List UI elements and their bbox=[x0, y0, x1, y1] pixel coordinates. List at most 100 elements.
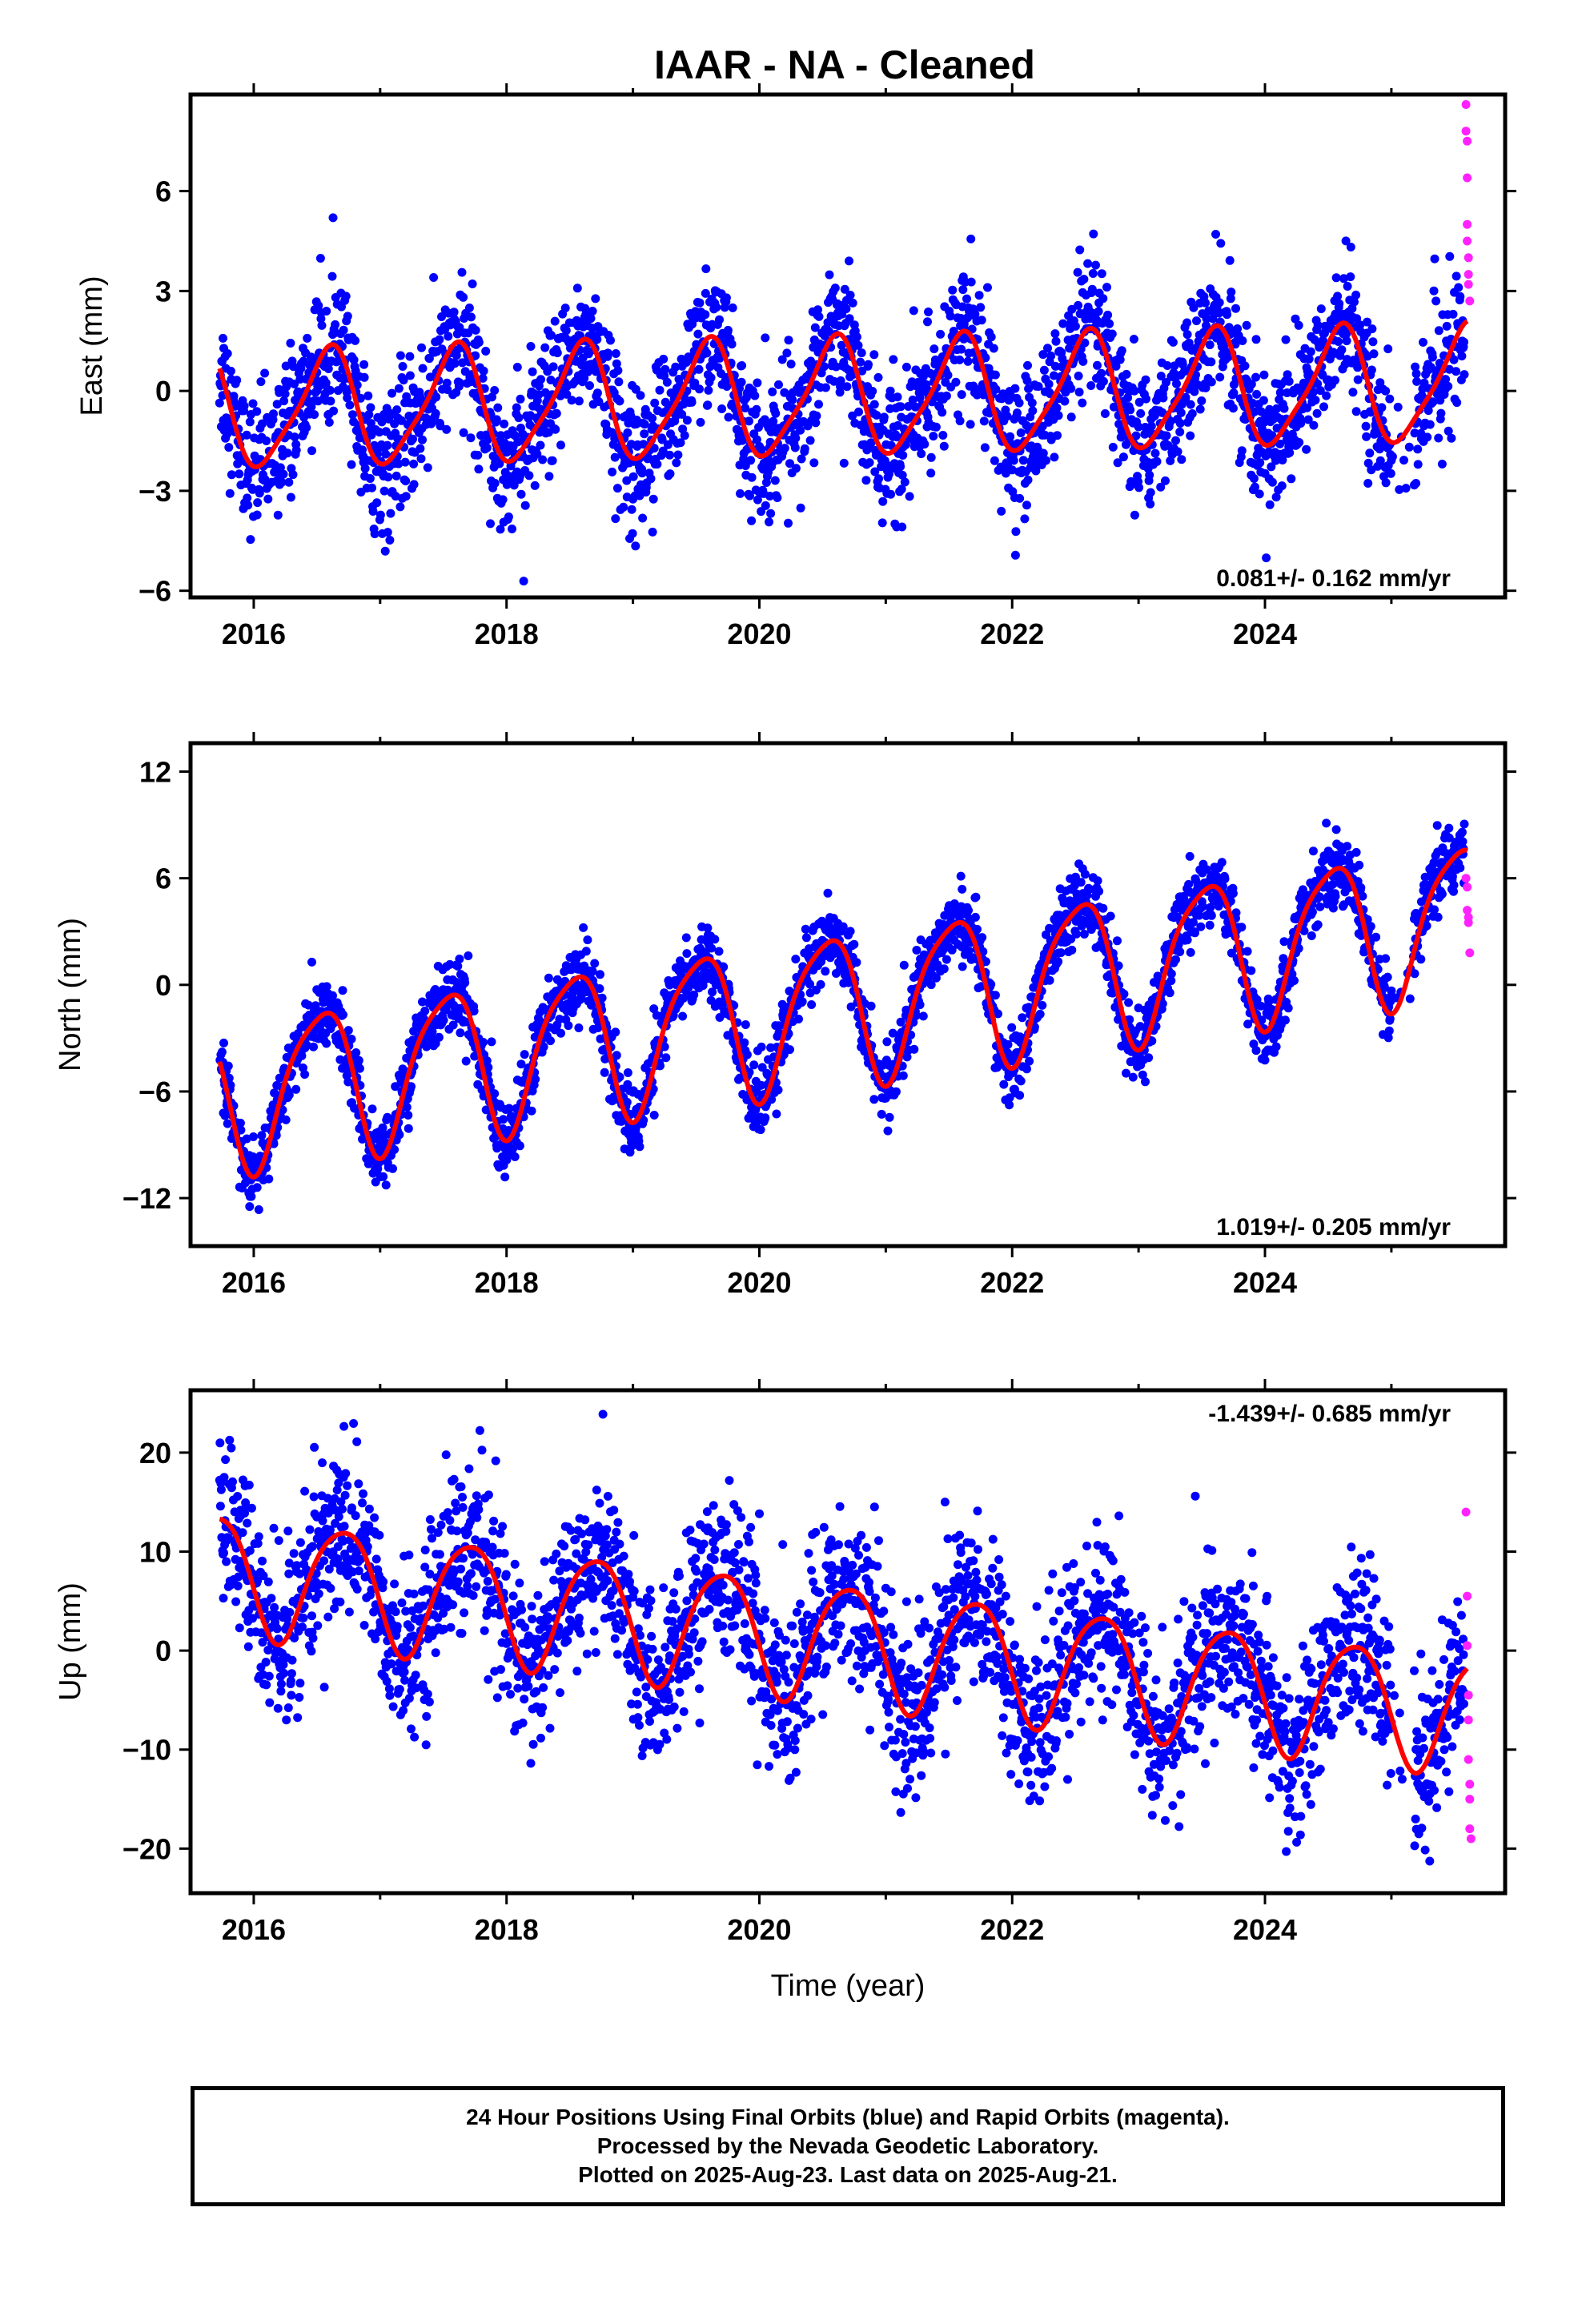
east-final-orbit-point bbox=[322, 307, 331, 316]
east-final-orbit-point bbox=[418, 364, 428, 373]
east-final-orbit-point bbox=[712, 303, 721, 312]
east-final-orbit-point bbox=[750, 391, 760, 400]
east-final-orbit-point bbox=[1044, 380, 1054, 389]
east-final-orbit-point bbox=[1423, 432, 1432, 442]
east-final-orbit-point bbox=[307, 446, 316, 456]
north-final-orbit-point bbox=[915, 1000, 925, 1010]
north-final-orbit-point bbox=[249, 1132, 258, 1141]
east-final-orbit-point bbox=[990, 370, 1000, 380]
east-final-orbit-point bbox=[1168, 337, 1178, 347]
east-final-orbit-point bbox=[659, 354, 669, 364]
east-final-orbit-point bbox=[615, 396, 624, 406]
east-final-orbit-point bbox=[442, 378, 452, 388]
east-final-orbit-point bbox=[567, 396, 576, 405]
east-final-orbit-point bbox=[1231, 304, 1240, 313]
east-final-orbit-point bbox=[905, 492, 914, 501]
east-final-orbit-point bbox=[224, 443, 234, 452]
east-final-orbit-point bbox=[622, 476, 632, 485]
east-final-orbit-point bbox=[1215, 372, 1225, 382]
east-final-orbit-point bbox=[821, 383, 830, 392]
east-final-orbit-point bbox=[990, 456, 999, 465]
east-final-orbit-point bbox=[1251, 335, 1261, 344]
east-final-orbit-point bbox=[1367, 324, 1377, 334]
east-final-orbit-point bbox=[791, 433, 801, 443]
east-final-orbit-point bbox=[1066, 412, 1076, 422]
east-final-orbit-point bbox=[923, 317, 932, 327]
north-final-orbit-point bbox=[682, 949, 692, 959]
east-final-orbit-point bbox=[1073, 267, 1082, 277]
east-final-orbit-point bbox=[588, 307, 597, 316]
east-final-orbit-point bbox=[473, 450, 483, 460]
east-final-orbit-point bbox=[550, 316, 560, 326]
east-final-orbit-point bbox=[370, 529, 379, 539]
east-final-orbit-point bbox=[348, 410, 357, 420]
east-final-orbit-point bbox=[989, 344, 998, 353]
east-final-orbit-point bbox=[1098, 376, 1108, 386]
east-final-orbit-point bbox=[662, 377, 672, 387]
east-final-orbit-point bbox=[830, 283, 840, 293]
east-final-orbit-point bbox=[1363, 479, 1373, 488]
east-final-orbit-point bbox=[375, 428, 384, 437]
east-final-orbit-point bbox=[466, 433, 476, 443]
east-final-orbit-point bbox=[243, 501, 253, 510]
east-final-orbit-point bbox=[1452, 398, 1462, 408]
east-final-orbit-point bbox=[852, 332, 861, 342]
east-final-orbit-point bbox=[1158, 393, 1168, 403]
east-final-orbit-point bbox=[1028, 406, 1038, 416]
east-final-orbit-point bbox=[687, 397, 697, 407]
east-final-orbit-point bbox=[1171, 436, 1180, 445]
east-final-orbit-point bbox=[957, 390, 966, 400]
east-final-orbit-point bbox=[1182, 318, 1192, 328]
east-final-orbit-point bbox=[1195, 404, 1205, 414]
east-final-orbit-point bbox=[1129, 335, 1138, 344]
east-final-orbit-point bbox=[449, 308, 459, 317]
north-final-orbit-point bbox=[918, 1011, 928, 1021]
east-final-orbit-point bbox=[1097, 368, 1106, 378]
east-final-orbit-point bbox=[1316, 304, 1326, 314]
east-final-orbit-point bbox=[277, 477, 287, 487]
east-final-orbit-point bbox=[1215, 298, 1224, 308]
east-final-orbit-point bbox=[1413, 444, 1423, 454]
east-final-orbit-point bbox=[896, 402, 905, 412]
east-final-orbit-point bbox=[1107, 329, 1117, 339]
east-final-orbit-point bbox=[226, 366, 235, 376]
east-final-orbit-point bbox=[761, 333, 770, 343]
east-final-orbit-point bbox=[324, 417, 334, 427]
east-final-orbit-point bbox=[1118, 452, 1128, 462]
east-final-orbit-point bbox=[1362, 432, 1371, 441]
east-final-orbit-point bbox=[520, 501, 530, 510]
east-final-orbit-point bbox=[516, 489, 526, 499]
north-final-orbit-point bbox=[581, 947, 591, 956]
east-final-orbit-point bbox=[275, 463, 285, 472]
east-final-orbit-point bbox=[1229, 388, 1239, 398]
east-final-orbit-point bbox=[1331, 376, 1339, 385]
east-final-orbit-point bbox=[805, 436, 815, 445]
east-final-orbit-point bbox=[367, 483, 376, 493]
east-final-orbit-point bbox=[377, 417, 387, 427]
north-final-orbit-point bbox=[741, 1020, 750, 1029]
north-final-orbit-point bbox=[219, 1038, 228, 1047]
east-final-orbit-point bbox=[479, 366, 488, 376]
east-final-orbit-point bbox=[857, 348, 866, 358]
east-final-orbit-point bbox=[957, 344, 966, 354]
east-final-orbit-point bbox=[496, 525, 505, 534]
east-final-orbit-point bbox=[308, 356, 318, 365]
east-final-orbit-point bbox=[372, 498, 382, 508]
east-final-orbit-point bbox=[423, 463, 432, 472]
east-final-orbit-point bbox=[556, 440, 565, 450]
east-final-orbit-point bbox=[528, 367, 537, 376]
east-final-orbit-point bbox=[1161, 476, 1170, 485]
east-final-orbit-point bbox=[1088, 269, 1098, 278]
east-final-orbit-point bbox=[703, 400, 713, 410]
east-final-orbit-point bbox=[509, 480, 519, 490]
east-final-orbit-point bbox=[1134, 483, 1144, 493]
east-final-orbit-point bbox=[1368, 337, 1378, 347]
north-final-orbit-point bbox=[490, 1089, 500, 1099]
east-final-orbit-point bbox=[552, 348, 562, 358]
east-final-orbit-point bbox=[680, 431, 689, 440]
east-final-orbit-point bbox=[408, 434, 417, 444]
east-final-orbit-point bbox=[1383, 344, 1393, 354]
east-final-orbit-point bbox=[425, 372, 435, 382]
east-final-orbit-point bbox=[1387, 452, 1397, 461]
east-final-orbit-point bbox=[1074, 388, 1084, 397]
